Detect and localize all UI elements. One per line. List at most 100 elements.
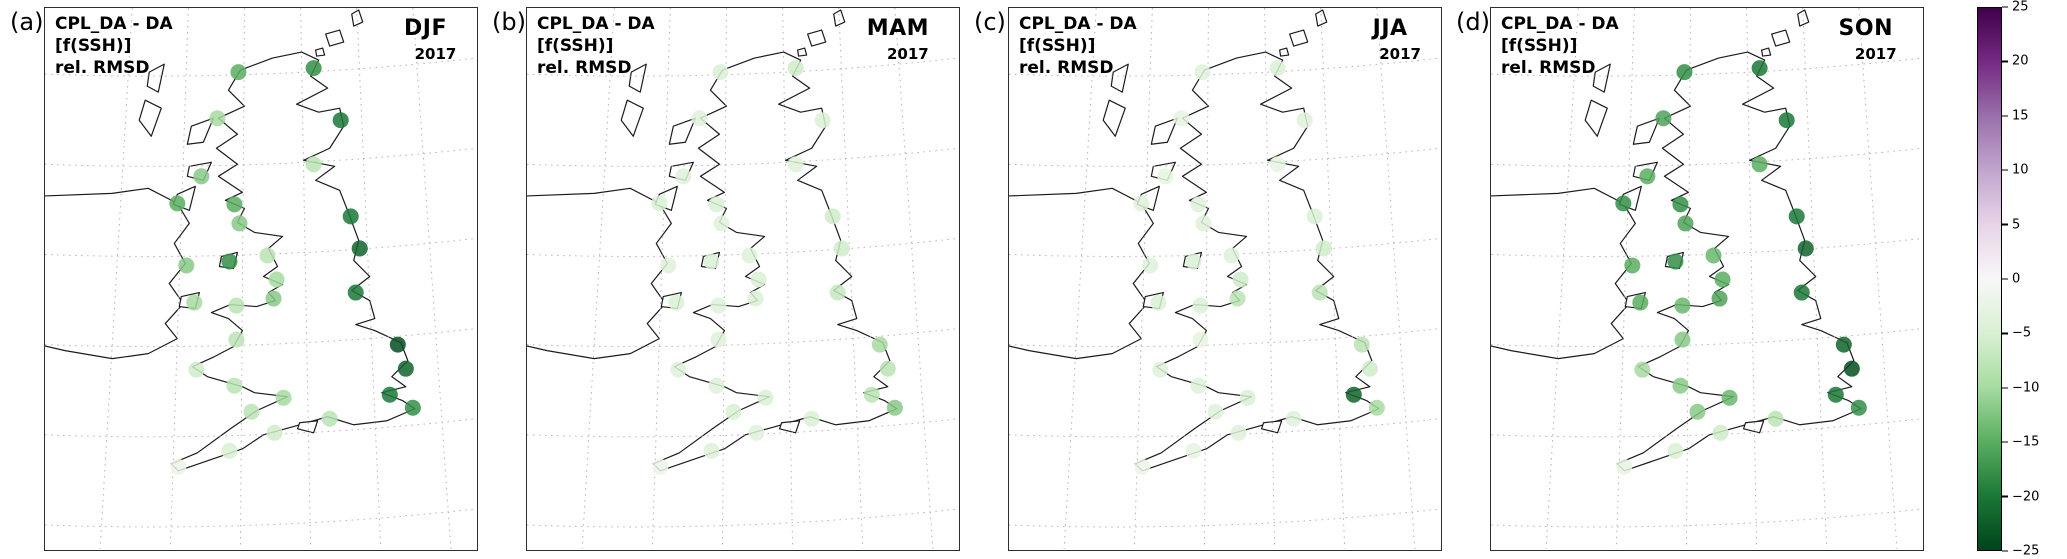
station-dot bbox=[230, 64, 247, 81]
tick-mark bbox=[2002, 332, 2008, 335]
station-dot bbox=[1632, 294, 1649, 311]
panel-a: (a) CPL_DA - DA [f(SSH)] rel. RMSD DJF 2… bbox=[10, 7, 478, 551]
station-dot bbox=[713, 215, 730, 232]
station-dot bbox=[1751, 60, 1768, 77]
colorbar-tick: 5 bbox=[2002, 218, 2020, 231]
season-block: MAM 2017 bbox=[867, 16, 929, 63]
station-dot bbox=[741, 247, 758, 264]
station-dot bbox=[748, 424, 765, 441]
title-line: CPL_DA - DA bbox=[1019, 14, 1137, 34]
station-dot bbox=[1185, 442, 1202, 459]
station-dot bbox=[259, 247, 276, 264]
season-block: JJA 2017 bbox=[1369, 16, 1421, 63]
station-dot bbox=[814, 112, 831, 129]
colorbar-tick-label: 5 bbox=[2012, 217, 2021, 233]
station-dot bbox=[1714, 271, 1731, 288]
station-dot bbox=[1285, 410, 1302, 427]
station-dot bbox=[1615, 195, 1632, 212]
station-dot bbox=[1306, 208, 1323, 225]
colorbar-tick: −10 bbox=[2002, 381, 2039, 394]
station-dots-layer bbox=[1133, 60, 1385, 475]
station-dot bbox=[221, 442, 238, 459]
colorbar-gradient bbox=[1977, 7, 2002, 551]
tick-mark bbox=[2002, 550, 2008, 552]
station-dot bbox=[1835, 336, 1852, 353]
tick-mark bbox=[2002, 223, 2008, 226]
station-dot bbox=[1655, 110, 1672, 127]
station-dot bbox=[1689, 403, 1706, 420]
colorbar-tick-label: −25 bbox=[2012, 543, 2040, 559]
tick-mark bbox=[2002, 115, 2008, 117]
colorbar-tick-label: 25 bbox=[2012, 0, 2029, 15]
station-dot bbox=[1827, 386, 1844, 403]
basemap bbox=[45, 8, 476, 549]
colorbar-tick: −5 bbox=[2002, 327, 2031, 340]
station-dot bbox=[725, 403, 742, 420]
tick-mark bbox=[2002, 278, 2008, 280]
station-dot bbox=[652, 458, 669, 475]
station-dot bbox=[1311, 284, 1328, 301]
station-dot bbox=[747, 290, 764, 307]
year-label: 2017 bbox=[414, 45, 457, 63]
station-dot bbox=[226, 196, 243, 213]
season-block: SON 2017 bbox=[1839, 16, 1897, 63]
station-dot bbox=[871, 336, 888, 353]
station-dot bbox=[1793, 284, 1810, 301]
station-dot bbox=[1712, 424, 1729, 441]
tick-mark bbox=[2002, 169, 2008, 171]
station-dot bbox=[710, 297, 727, 314]
colorbar-tick: −15 bbox=[2002, 436, 2039, 449]
year-label: 2017 bbox=[886, 45, 929, 63]
map-title: CPL_DA - DA [f(SSH)] rel. RMSD bbox=[537, 14, 655, 79]
station-dot bbox=[1229, 290, 1246, 307]
station-dot bbox=[404, 399, 421, 416]
map-canvas-djf bbox=[45, 8, 476, 549]
title-line: [f(SSH)] bbox=[1019, 35, 1096, 56]
panel-label-b: (b) bbox=[492, 8, 526, 36]
panel-b: (b) CPL_DA - DA [f(SSH)] rel. RMSD MAM 2… bbox=[492, 7, 960, 551]
season-label: MAM bbox=[866, 16, 929, 41]
station-dot bbox=[1152, 361, 1169, 378]
title-line: rel. RMSD bbox=[1501, 57, 1596, 78]
station-dot bbox=[1230, 424, 1247, 441]
station-dot bbox=[1190, 377, 1207, 394]
station-dot bbox=[226, 377, 243, 394]
title-line: CPL_DA - DA bbox=[537, 14, 655, 34]
station-dot bbox=[397, 360, 414, 377]
station-dot bbox=[1672, 377, 1689, 394]
station-dot bbox=[1788, 208, 1805, 225]
colorbar-tick-label: 10 bbox=[2012, 162, 2029, 178]
station-dot bbox=[1223, 247, 1240, 264]
station-dot bbox=[1195, 215, 1212, 232]
station-dot bbox=[1616, 458, 1633, 475]
season-block: DJF 2017 bbox=[404, 16, 456, 63]
colorbar-tick-label: 20 bbox=[2012, 53, 2029, 69]
station-dot bbox=[1345, 386, 1362, 403]
panel-label-d: (d) bbox=[1456, 8, 1490, 36]
station-dot bbox=[712, 64, 729, 81]
map-frame-djf: CPL_DA - DA [f(SSH)] rel. RMSD DJF 2017 bbox=[44, 7, 478, 551]
station-dot bbox=[1368, 399, 1385, 416]
title-line: [f(SSH)] bbox=[55, 35, 132, 56]
station-dot bbox=[1239, 389, 1256, 406]
station-dots-layer bbox=[169, 60, 421, 475]
station-dot bbox=[1843, 360, 1860, 377]
map-frame-mam: CPL_DA - DA [f(SSH)] rel. RMSD MAM 2017 bbox=[526, 7, 960, 551]
colorbar-tick-label: −20 bbox=[2012, 489, 2040, 505]
map-title: CPL_DA - DA [f(SSH)] rel. RMSD bbox=[55, 14, 173, 79]
station-dot bbox=[1624, 257, 1641, 274]
panel-d: (d) CPL_DA - DA [f(SSH)] rel. RMSD SON 2… bbox=[1456, 7, 1924, 551]
tick-mark bbox=[2002, 60, 2008, 63]
station-dot bbox=[1677, 215, 1694, 232]
station-dot bbox=[347, 284, 364, 301]
station-dots-layer bbox=[651, 60, 903, 475]
station-dot bbox=[342, 208, 359, 225]
station-dot bbox=[1190, 196, 1207, 213]
colorbar-tick-label: −5 bbox=[2012, 325, 2032, 341]
station-dot bbox=[708, 196, 725, 213]
panel-label-c: (c) bbox=[974, 8, 1006, 36]
station-dot bbox=[1353, 336, 1370, 353]
colorbar-tick-label: −15 bbox=[2012, 434, 2040, 450]
colorbar-ticks: 25 20 15 10 5 0 −5 −10 −15 −20 −25 bbox=[1977, 1, 2055, 558]
station-dot bbox=[787, 60, 804, 77]
